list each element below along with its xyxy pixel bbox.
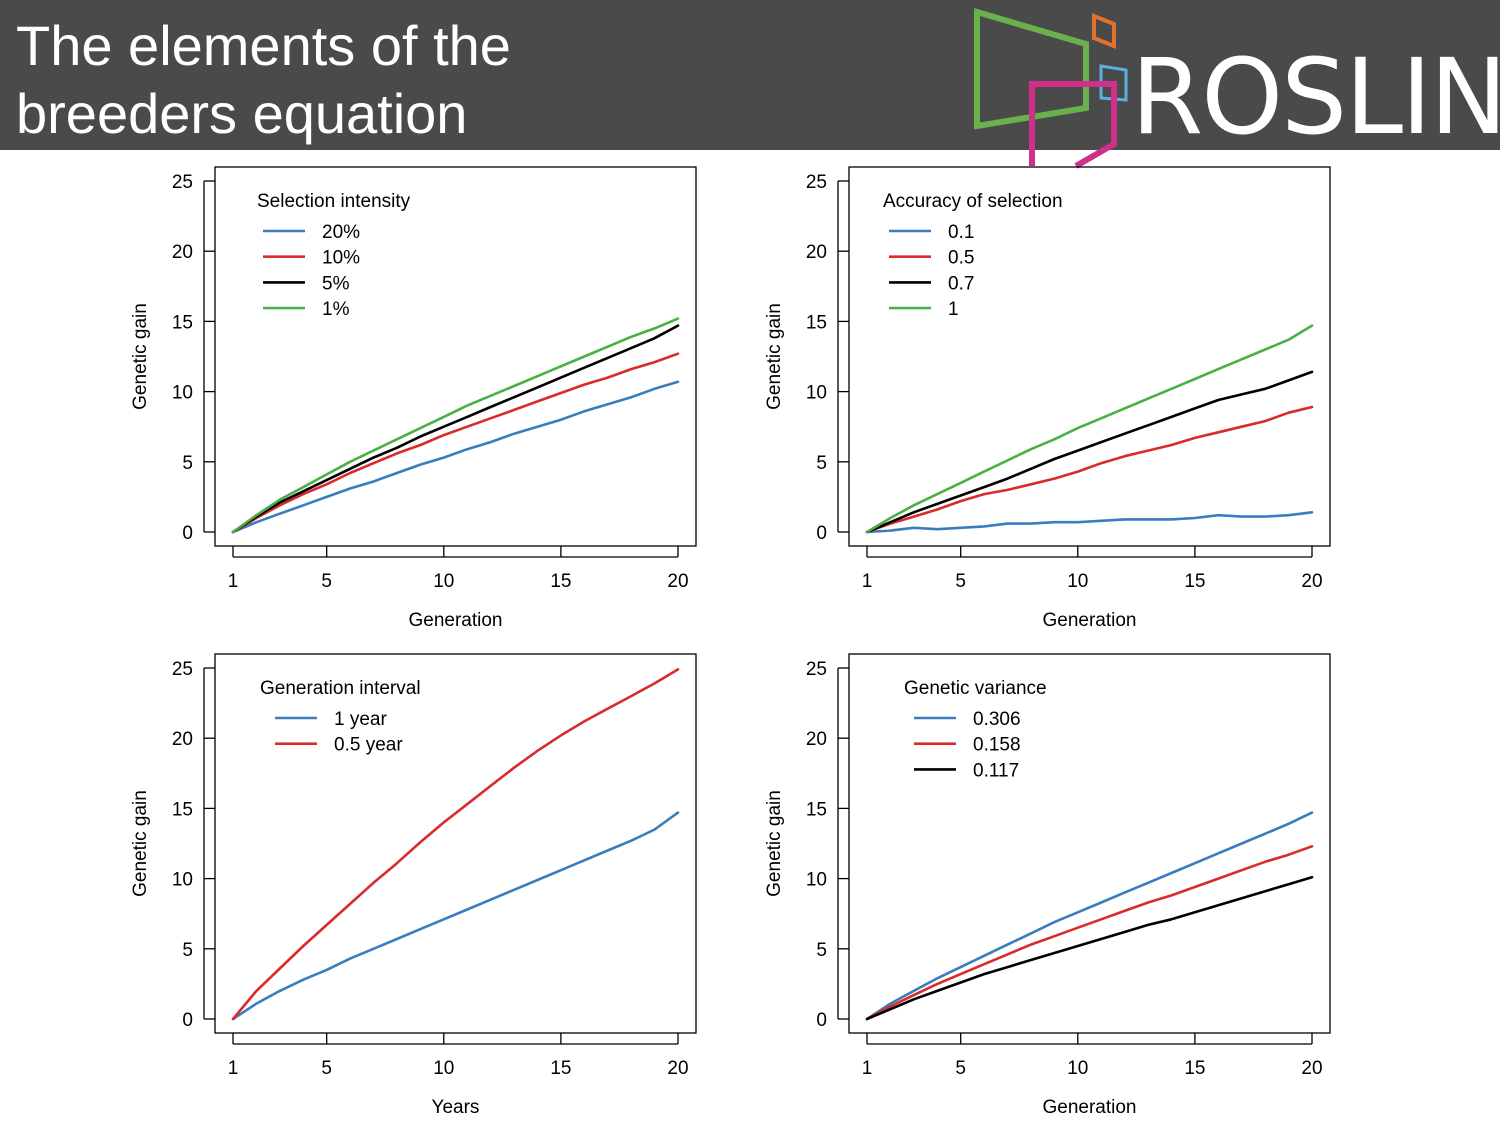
y-tick-label-25: 25 (806, 659, 827, 680)
series-line-0-158 (865, 845, 1314, 1021)
legend-label-0-5: 0.5 (948, 248, 974, 269)
y-tick-label-20: 20 (172, 729, 193, 750)
x-tick-label-10: 10 (433, 1058, 454, 1079)
x-axis-label: Generation (408, 610, 502, 631)
legend-title: Genetic variance (904, 678, 1047, 699)
series-line-1-year (231, 811, 680, 1021)
x-tick-label-15: 15 (550, 1058, 571, 1079)
y-tick-label-15: 15 (172, 312, 193, 333)
series-line-0-5-year (231, 668, 680, 1021)
legend-label-0-306: 0.306 (973, 709, 1021, 730)
legend-title: Selection intensity (257, 191, 411, 212)
plot-frame (848, 166, 1331, 547)
series-line-1 (231, 317, 680, 534)
x-tick-label-5: 5 (955, 571, 966, 592)
legend-label-1: 1% (322, 299, 350, 320)
y-tick-label-10: 10 (172, 870, 193, 891)
y-tick-label-0: 0 (816, 1010, 827, 1031)
series-line-0-7 (865, 370, 1314, 534)
legend-label-0-158: 0.158 (973, 735, 1021, 756)
y-axis-label: Genetic gain (764, 303, 785, 410)
y-tick-label-10: 10 (172, 383, 193, 404)
legend-label-1: 1 (948, 299, 959, 320)
y-tick-label-20: 20 (806, 242, 827, 263)
x-tick-label-15: 15 (550, 571, 571, 592)
x-tick-label-5: 5 (321, 571, 332, 592)
roslin-logo-icon (974, 7, 1128, 169)
x-tick-label-20: 20 (667, 571, 688, 592)
y-tick-label-15: 15 (806, 799, 827, 820)
series-line-20 (231, 380, 680, 534)
x-tick-label-1: 1 (228, 1058, 239, 1079)
series-line-0-5 (865, 405, 1314, 534)
legend-label-0-5-year: 0.5 year (334, 735, 403, 756)
y-tick-label-20: 20 (806, 729, 827, 750)
logo-text: ROSLIN (1131, 36, 1500, 158)
y-tick-label-5: 5 (816, 940, 827, 961)
x-axis-label: Generation (1042, 610, 1136, 631)
legend-title: Generation interval (260, 678, 421, 699)
series-line-5 (231, 324, 680, 534)
x-tick-label-15: 15 (1184, 1058, 1205, 1079)
series-line-10 (231, 352, 680, 534)
y-tick-label-10: 10 (806, 870, 827, 891)
legend-label-0-7: 0.7 (948, 273, 974, 294)
plot-frame (214, 653, 697, 1034)
y-tick-label-5: 5 (182, 453, 193, 474)
legend-label-5: 5% (322, 273, 350, 294)
x-tick-label-10: 10 (1067, 571, 1088, 592)
y-axis-label: Genetic gain (130, 303, 151, 410)
legend-label-0-1: 0.1 (948, 222, 974, 243)
x-tick-label-20: 20 (1301, 1058, 1322, 1079)
legend-label-10: 10% (322, 248, 360, 269)
x-tick-label-1: 1 (862, 1058, 873, 1079)
y-tick-label-5: 5 (182, 940, 193, 961)
y-axis-label: Genetic gain (130, 790, 151, 897)
y-tick-label-15: 15 (172, 799, 193, 820)
y-tick-label-25: 25 (172, 172, 193, 193)
plot-frame (848, 653, 1331, 1034)
y-tick-label-25: 25 (806, 172, 827, 193)
x-tick-label-5: 5 (321, 1058, 332, 1079)
y-tick-label-20: 20 (172, 242, 193, 263)
legend-label-20: 20% (322, 222, 360, 243)
series-line-0-1 (865, 510, 1314, 534)
x-tick-label-20: 20 (1301, 571, 1322, 592)
x-tick-label-15: 15 (1184, 571, 1205, 592)
y-tick-label-25: 25 (172, 659, 193, 680)
plot-frame (214, 166, 697, 547)
series-line-0-306 (865, 811, 1314, 1021)
y-axis-label: Genetic gain (764, 790, 785, 897)
y-tick-label-5: 5 (816, 453, 827, 474)
y-tick-label-15: 15 (806, 312, 827, 333)
slide-title-line-1: The elements of the (16, 14, 511, 77)
legend-title: Accuracy of selection (883, 191, 1063, 212)
series-line-0-117 (865, 875, 1314, 1021)
legend-label-0-117: 0.117 (973, 760, 1019, 781)
slide-header: The elements of the breeders equation (0, 0, 1500, 150)
y-tick-label-0: 0 (182, 523, 193, 544)
series-line-1 (865, 324, 1314, 534)
y-tick-label-0: 0 (182, 1010, 193, 1031)
x-axis-label: Years (432, 1097, 480, 1118)
x-tick-label-20: 20 (667, 1058, 688, 1079)
y-tick-label-10: 10 (806, 383, 827, 404)
y-tick-label-0: 0 (816, 523, 827, 544)
x-axis-label: Generation (1042, 1097, 1136, 1118)
x-tick-label-10: 10 (433, 571, 454, 592)
legend-label-1-year: 1 year (334, 709, 387, 730)
slide-title-line-2: breeders equation (16, 82, 468, 145)
x-tick-label-5: 5 (955, 1058, 966, 1079)
x-tick-label-1: 1 (862, 571, 873, 592)
x-tick-label-10: 10 (1067, 1058, 1088, 1079)
x-tick-label-1: 1 (228, 571, 239, 592)
